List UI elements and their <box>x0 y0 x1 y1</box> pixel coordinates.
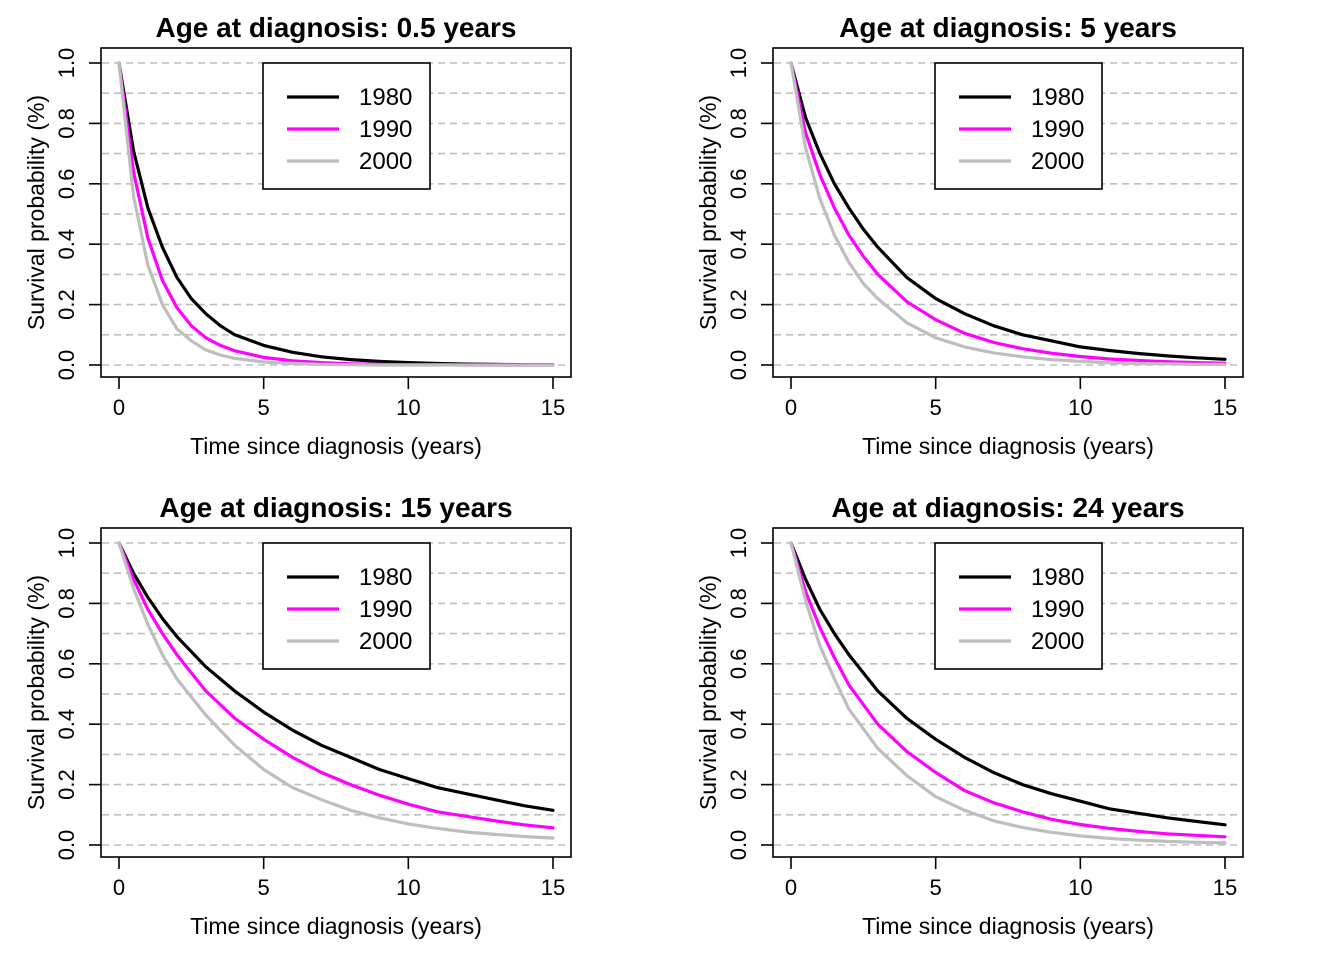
legend-box <box>934 62 1103 190</box>
legend-label-1990: 1990 <box>1031 596 1084 623</box>
chart-panel-1: 0 5 10 15 0.0 0.2 0.4 0.6 0.8 1.0 Age at diagnosis… <box>23 12 572 459</box>
y-tick-label: 0.0 <box>726 350 751 381</box>
chart-panel-4: 0 5 10 15 0.0 0.2 0.4 0.6 0.8 1.0 Age at diagnosis… <box>695 492 1244 939</box>
series-line-1980 <box>789 541 1227 827</box>
chart-panel-2: 0 5 10 15 0.0 0.2 0.4 0.6 0.8 1.0 Age at diagnosis… <box>695 12 1244 459</box>
y-tick-label: 0.6 <box>726 169 751 200</box>
y-tick-label: 0.0 <box>54 350 79 381</box>
legend-label-1990: 1990 <box>359 116 412 143</box>
y-axis-label: Survival probability (%) <box>23 575 49 810</box>
plot-frame <box>772 47 1244 378</box>
y-tick-label: 0.8 <box>54 108 79 139</box>
x-axis-label: Time since diagnosis (years) <box>862 913 1154 939</box>
chart-panel-3: 0 5 10 15 0.0 0.2 0.4 0.6 0.8 1.0 Age at diagnosis… <box>23 492 572 939</box>
x-tick-label: 10 <box>1068 395 1092 420</box>
series-line-1980 <box>117 541 555 812</box>
legend: 1980 1990 2000 <box>934 62 1103 190</box>
series-line-1980 <box>789 61 1227 361</box>
legend-box <box>262 542 431 670</box>
y-axis-label: Survival probability (%) <box>695 575 721 810</box>
y-tick-label: 0.4 <box>54 709 79 740</box>
y-tick-label: 1.0 <box>54 528 79 559</box>
legend: 1980 1990 2000 <box>934 542 1103 670</box>
y-tick-label: 0.4 <box>726 229 751 260</box>
x-tick-label: 0 <box>113 395 125 420</box>
y-tick-label: 0.0 <box>54 830 79 861</box>
series-line-2000 <box>117 61 555 367</box>
legend: 1980 1990 2000 <box>262 542 431 670</box>
y-tick-label: 0.2 <box>726 289 751 320</box>
plot-frame <box>772 527 1244 858</box>
x-tick-label: 5 <box>258 395 270 420</box>
y-tick-label: 0.2 <box>54 289 79 320</box>
legend-box <box>934 542 1103 670</box>
y-tick-label: 0.0 <box>726 830 751 861</box>
y-tick-label: 0.2 <box>54 769 79 800</box>
y-tick-label: 0.6 <box>54 649 79 680</box>
chart-title: Age at diagnosis: 15 years <box>159 492 512 523</box>
series-line-1990 <box>789 541 1227 839</box>
chart-title: Age at diagnosis: 5 years <box>839 12 1177 43</box>
chart-title: Age at diagnosis: 0.5 years <box>155 12 516 43</box>
x-tick-label: 15 <box>1213 875 1237 900</box>
x-tick-label: 10 <box>1068 875 1092 900</box>
legend-label-2000: 2000 <box>359 628 412 655</box>
legend-label-1990: 1990 <box>1031 116 1084 143</box>
x-tick-label: 5 <box>930 875 942 900</box>
x-axis-label: Time since diagnosis (years) <box>862 433 1154 459</box>
y-tick-label: 1.0 <box>726 48 751 79</box>
x-tick-label: 15 <box>1213 395 1237 420</box>
y-axis-label: Survival probability (%) <box>695 95 721 330</box>
legend-label-2000: 2000 <box>1031 148 1084 175</box>
x-tick-label: 10 <box>396 875 420 900</box>
legend-label-2000: 2000 <box>1031 628 1084 655</box>
y-tick-label: 1.0 <box>726 528 751 559</box>
chart-title: Age at diagnosis: 24 years <box>831 492 1184 523</box>
x-tick-label: 5 <box>258 875 270 900</box>
series-line-1990 <box>117 541 555 830</box>
y-axis-label: Survival probability (%) <box>23 95 49 330</box>
x-tick-label: 5 <box>930 395 942 420</box>
y-tick-label: 1.0 <box>54 48 79 79</box>
series-line-1990 <box>789 61 1227 365</box>
legend-label-1980: 1980 <box>1031 84 1084 111</box>
plot-frame <box>100 527 572 858</box>
legend-box <box>262 62 431 190</box>
y-tick-label: 0.4 <box>54 229 79 260</box>
y-tick-label: 0.6 <box>54 169 79 200</box>
legend-label-1990: 1990 <box>359 596 412 623</box>
x-tick-label: 0 <box>785 395 797 420</box>
x-tick-label: 15 <box>541 395 565 420</box>
legend-label-1980: 1980 <box>1031 564 1084 591</box>
legend-label-1980: 1980 <box>359 84 412 111</box>
y-tick-label: 0.8 <box>54 588 79 619</box>
x-tick-label: 10 <box>396 395 420 420</box>
x-axis-label: Time since diagnosis (years) <box>190 913 482 939</box>
legend-label-2000: 2000 <box>359 148 412 175</box>
y-tick-label: 0.8 <box>726 108 751 139</box>
legend: 1980 1990 2000 <box>262 62 431 190</box>
y-tick-label: 0.6 <box>726 649 751 680</box>
y-tick-label: 0.8 <box>726 588 751 619</box>
x-tick-label: 15 <box>541 875 565 900</box>
x-axis-label: Time since diagnosis (years) <box>190 433 482 459</box>
series-line-2000 <box>789 541 1227 845</box>
series-line-2000 <box>789 61 1227 366</box>
y-tick-label: 0.4 <box>726 709 751 740</box>
plot-frame <box>100 47 572 378</box>
x-tick-label: 0 <box>785 875 797 900</box>
series-line-2000 <box>117 541 555 840</box>
legend-label-1980: 1980 <box>359 564 412 591</box>
y-tick-label: 0.2 <box>726 769 751 800</box>
x-tick-label: 0 <box>113 875 125 900</box>
